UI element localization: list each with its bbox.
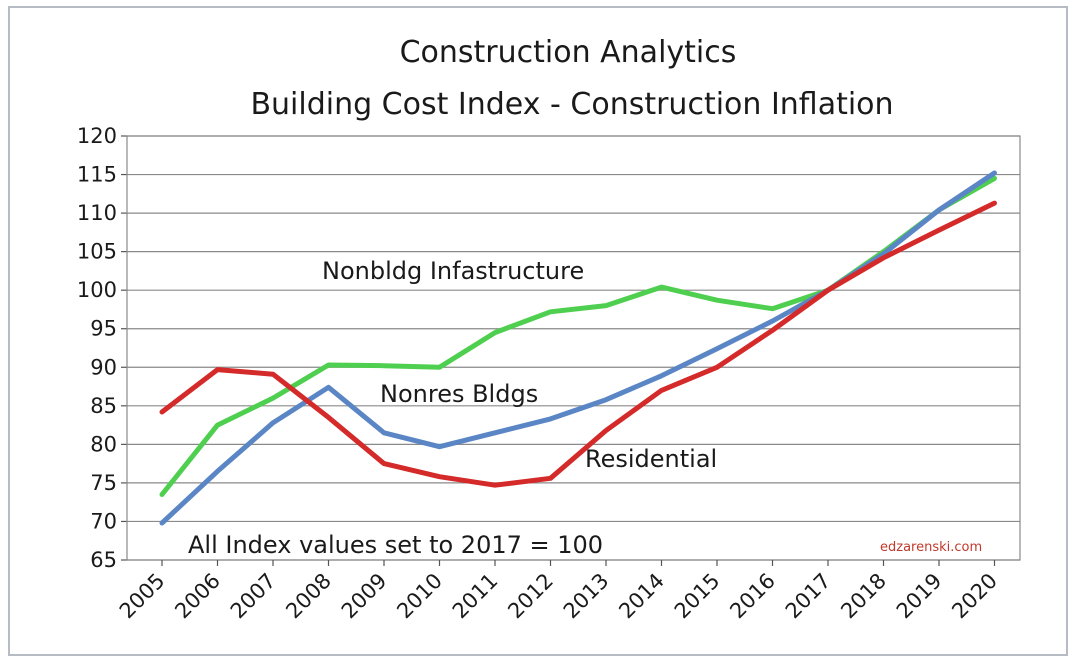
label-nonres-bldgs: Nonres Bldgs [380, 380, 538, 408]
y-tick-label: 80 [90, 432, 117, 456]
y-tick-label: 115 [77, 163, 117, 187]
x-tick-label: 2014 [614, 569, 669, 624]
x-tick-label: 2019 [892, 569, 947, 624]
y-tick-label: 105 [77, 240, 117, 264]
y-tick-label: 110 [77, 201, 117, 225]
y-tick-label: 100 [77, 278, 117, 302]
x-tick-label: 2005 [115, 569, 170, 624]
label-nonbldg-infrastructure: Nonbldg Infastructure [322, 257, 584, 285]
series-line-nonres-bldgs [159, 170, 997, 526]
series-lines [159, 170, 997, 526]
x-tick-label: 2015 [670, 569, 725, 624]
x-tick-label: 2018 [836, 569, 891, 624]
gridlines [121, 135, 1021, 566]
x-tick-label: 2013 [559, 569, 614, 624]
x-axis-ticks: 2005 2006 2007 2008 2009 2010 2011 2012 2013 2014… [115, 569, 1002, 624]
x-tick-label: 2009 [337, 569, 392, 624]
y-tick-label: 85 [90, 394, 117, 418]
x-tick-label: 2010 [392, 569, 447, 624]
chart-subtitle: Building Cost Index - Construction Infla… [250, 87, 893, 122]
x-tick-label: 2012 [503, 569, 558, 624]
x-tick-label: 2007 [226, 569, 281, 624]
x-tick-label: 2006 [170, 569, 225, 624]
y-tick-label: 120 [77, 124, 117, 148]
label-residential: Residential [585, 445, 717, 473]
y-tick-label: 95 [90, 317, 117, 341]
x-tick-label: 2020 [947, 569, 1002, 624]
credit-text: edzarenski.com [880, 540, 982, 555]
chart-title: Construction Analytics [400, 35, 737, 70]
x-tick-label: 2008 [281, 569, 336, 624]
series-line-nonbldg-infastructure [159, 175, 997, 497]
y-tick-label: 70 [90, 509, 117, 533]
index-note: All Index values set to 2017 = 100 [188, 531, 603, 559]
y-tick-label: 65 [90, 548, 117, 572]
y-axis-ticks: 65 70 75 80 85 90 95 100 105 110 115 120 [77, 124, 117, 572]
chart-frame [8, 6, 1068, 656]
series-line-residential [159, 200, 997, 488]
x-tick-label: 2017 [781, 569, 836, 624]
y-tick-label: 90 [90, 355, 117, 379]
plot-area [126, 135, 1021, 561]
x-tick-label: 2011 [448, 569, 503, 624]
x-tick-label: 2016 [725, 569, 780, 624]
y-tick-label: 75 [90, 471, 117, 495]
